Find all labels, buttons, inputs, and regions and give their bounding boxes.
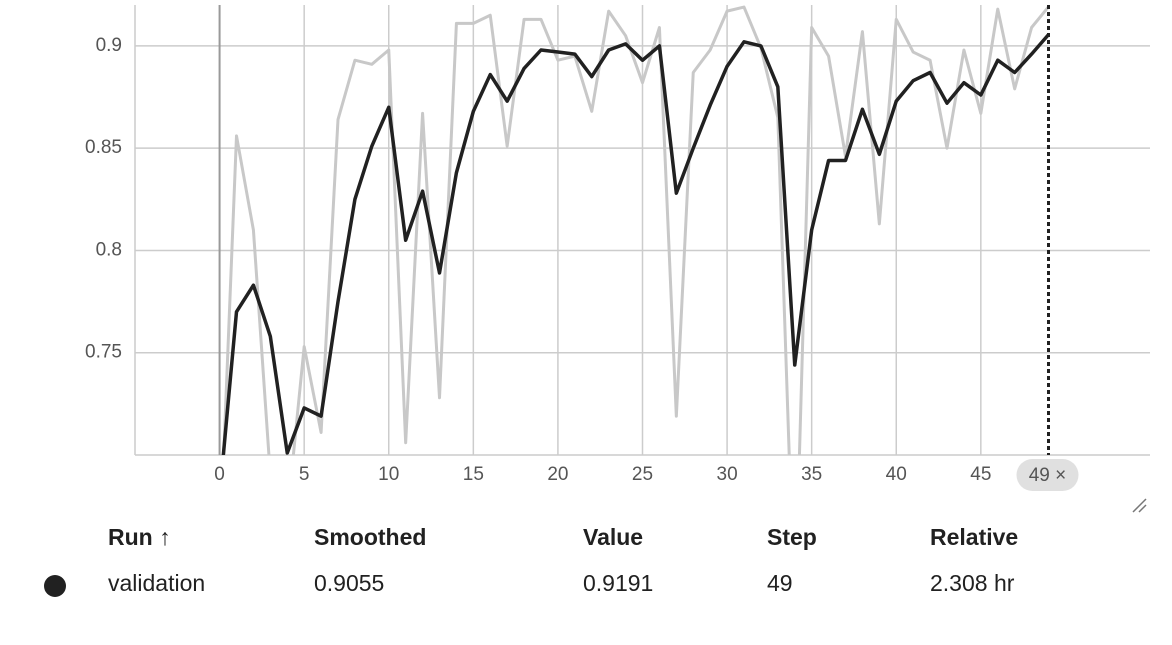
- y-tick-label: 0.75: [85, 342, 122, 363]
- x-tick-label: 25: [632, 464, 653, 485]
- x-tick-label: 0: [214, 464, 225, 485]
- x-tick-label: 30: [717, 464, 738, 485]
- table-cell: 49: [767, 570, 793, 596]
- table-cell: 2.308 hr: [930, 570, 1015, 596]
- hover-chip: [1016, 459, 1079, 491]
- grid: 0.75 0.8 0.85 0.9 0 5 10 15 20 25 30 35 40 45: [85, 5, 1150, 485]
- x-tick-label: 35: [801, 464, 822, 485]
- series-line: [222, 5, 1050, 455]
- y-tick-label: 0.8: [96, 239, 122, 260]
- y-tick-label: 0.85: [85, 137, 122, 158]
- column-header[interactable]: Value: [583, 524, 643, 550]
- resize-handle[interactable]: [1132, 498, 1147, 513]
- x-tick-label: 45: [970, 464, 991, 485]
- x-tick-label: 40: [886, 464, 907, 485]
- table-cell: 0.9191: [583, 570, 653, 596]
- series-line: [221, 33, 1050, 455]
- run-color[interactable]: [44, 575, 66, 597]
- x-tick-label: 15: [463, 464, 484, 485]
- y-tick-label: 0.9: [96, 35, 122, 56]
- column-header[interactable]: Relative: [930, 524, 1018, 550]
- column-header[interactable]: Step: [767, 524, 817, 550]
- run-table: Run ↑ Smoothed Value Step Relative validation…: [108, 524, 1018, 596]
- x-tick-label: 5: [299, 464, 310, 485]
- table-cell: validation: [108, 570, 205, 596]
- hover-label[interactable]: 49 ×: [1029, 465, 1067, 486]
- overlay: 49 ×: [1016, 5, 1079, 491]
- x-tick-label: 10: [378, 464, 399, 485]
- table-cell: 0.9055: [314, 570, 384, 596]
- column-header[interactable]: Smoothed: [314, 524, 426, 550]
- column-header[interactable]: Run ↑: [108, 524, 171, 550]
- x-tick-label: 20: [547, 464, 568, 485]
- plot: [221, 5, 1050, 455]
